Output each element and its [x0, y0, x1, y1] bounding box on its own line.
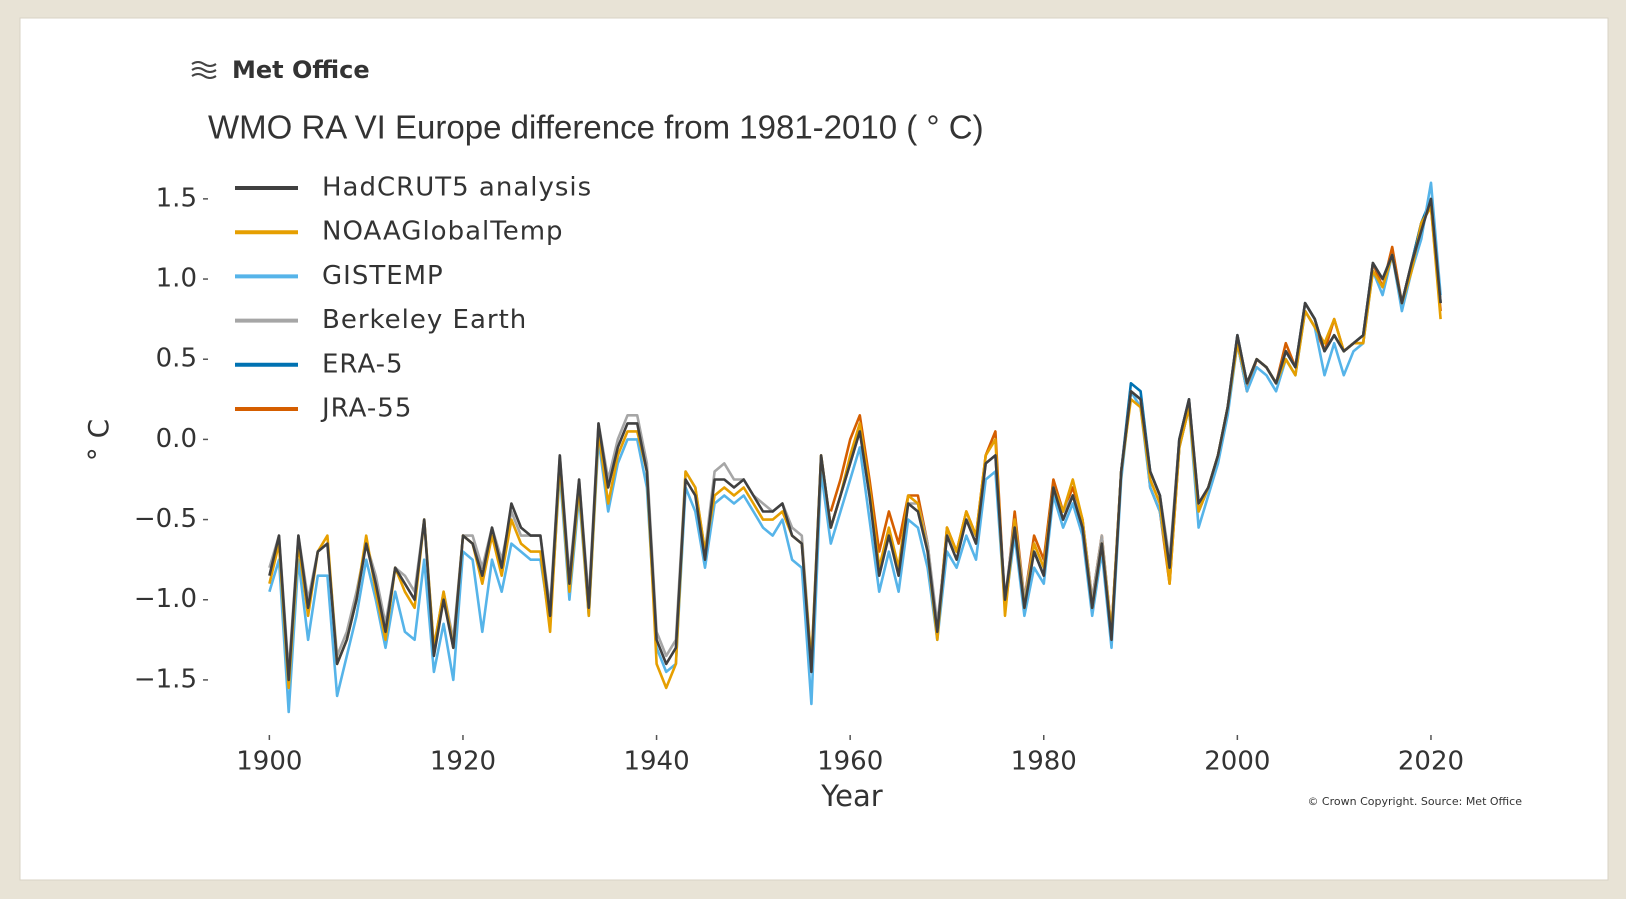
- line-series: [268, 181, 1442, 714]
- y-tick-label: −0.5: [134, 504, 197, 534]
- x-tick-label: 2020: [1398, 747, 1464, 777]
- y-tick-label: −1.0: [134, 584, 197, 614]
- y-tick-label: 0.0: [156, 424, 197, 454]
- logo: Met Office: [232, 56, 370, 84]
- x-axis-label: Year: [820, 779, 882, 813]
- legend-label: ERA-5: [322, 349, 404, 379]
- line-series: [268, 197, 1442, 682]
- legend-label: NOAAGlobalTemp: [322, 217, 564, 247]
- x-tick-label: 1900: [236, 747, 302, 777]
- chart-title: WMO RA VI Europe difference from 1981-20…: [208, 109, 984, 146]
- y-axis-label: ° C: [82, 419, 115, 461]
- panel: [19, 17, 1609, 881]
- legend-label: Berkeley Earth: [322, 305, 527, 335]
- x-tick-label: 1920: [430, 747, 496, 777]
- x-tick-label: 1940: [623, 747, 689, 777]
- legend-label: JRA-55: [320, 394, 412, 424]
- y-tick-label: −1.5: [134, 664, 197, 694]
- x-tick-label: 2000: [1204, 747, 1270, 777]
- y-tick-label: 1.0: [156, 264, 197, 294]
- y-tick-label: 1.5: [156, 183, 197, 213]
- logo-icon: [191, 61, 217, 79]
- y-tick-label: 0.5: [156, 344, 197, 374]
- legend-label: GISTEMP: [322, 261, 444, 291]
- x-tick-label: 1960: [817, 747, 883, 777]
- annotation: © Crown Copyright. Source: Met Office: [1307, 795, 1522, 808]
- x-tick-label: 1980: [1011, 747, 1077, 777]
- legend-label: HadCRUT5 analysis: [322, 173, 592, 203]
